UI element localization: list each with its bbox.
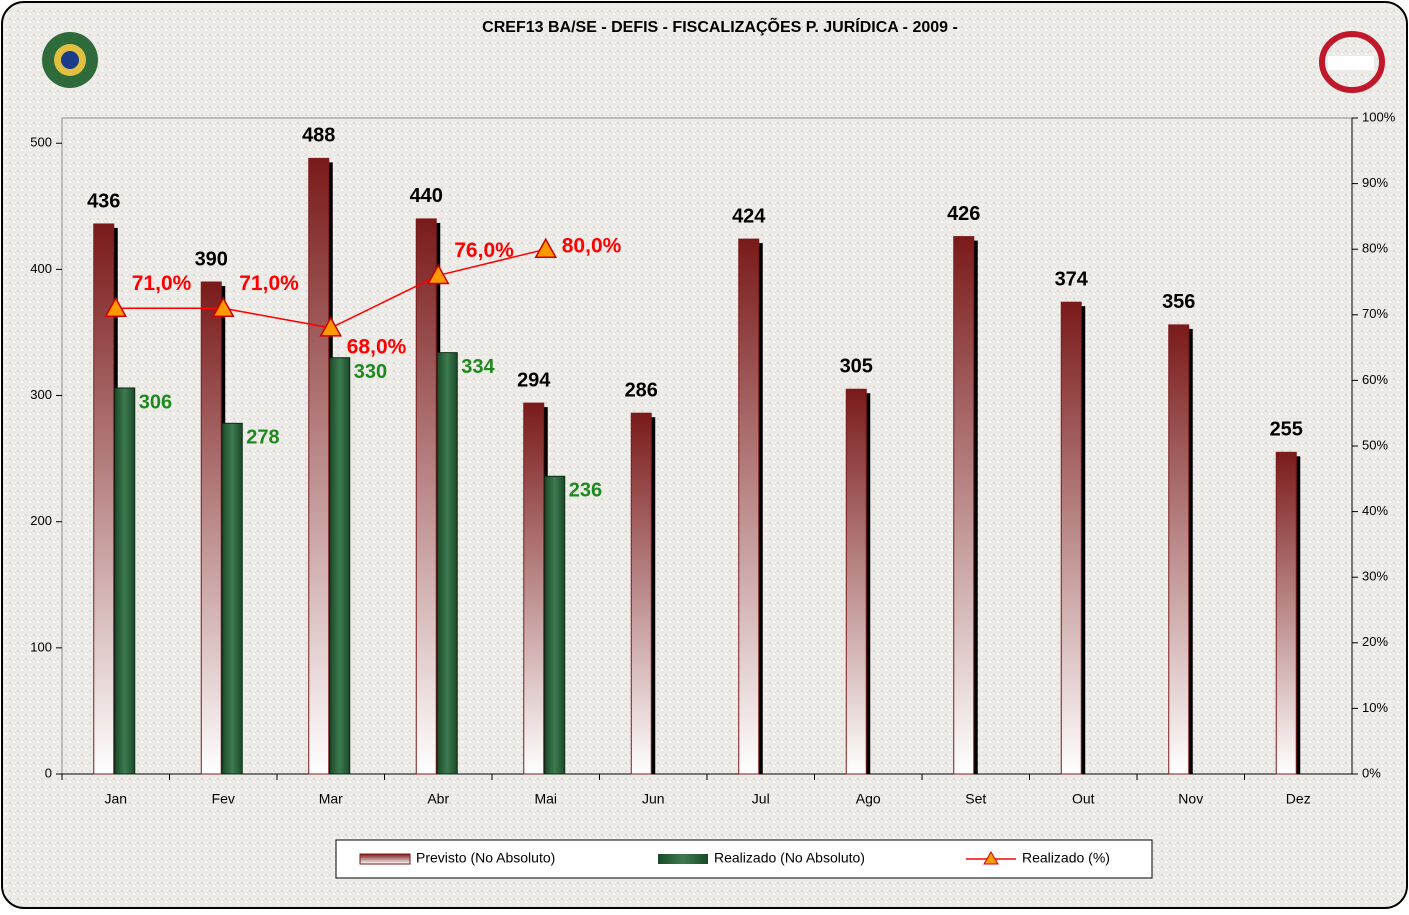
x-tick-label: Jun [642, 791, 665, 807]
data-label: 68,0% [347, 335, 407, 358]
y-tick-label: 300 [30, 387, 52, 402]
legend-marker [983, 851, 999, 865]
y2-tick-label: 70% [1362, 306, 1388, 321]
x-tick-label: Jan [104, 791, 127, 807]
x-tick-label: Ago [856, 791, 881, 807]
y2-tick-label: 10% [1362, 700, 1388, 715]
data-label: 80,0% [562, 235, 622, 258]
logo-right [1319, 31, 1385, 93]
legend-label: Realizado (%) [1022, 850, 1110, 866]
data-label: 294 [517, 369, 551, 391]
data-label: 440 [410, 185, 443, 207]
y2-tick-label: 30% [1362, 569, 1388, 584]
x-tick-label: Dez [1286, 791, 1311, 807]
data-label: 436 [87, 190, 120, 212]
y2-tick-label: 20% [1362, 634, 1388, 649]
bar [114, 387, 136, 775]
y2-tick-label: 90% [1362, 175, 1388, 190]
data-label: 374 [1055, 268, 1089, 290]
data-label: 356 [1162, 291, 1195, 313]
bar [1060, 301, 1082, 775]
data-label: 278 [246, 427, 279, 449]
bar [329, 357, 351, 775]
data-label: 305 [840, 356, 873, 378]
y-tick-label: 400 [30, 261, 52, 276]
data-label: 71,0% [239, 272, 299, 295]
bar [436, 352, 458, 775]
bar [308, 157, 330, 775]
x-tick-label: Nov [1178, 791, 1203, 807]
legend-swatch [658, 854, 708, 864]
y2-tick-label: 0% [1362, 765, 1381, 780]
bar [221, 422, 243, 775]
y-tick-label: 100 [30, 639, 52, 654]
y2-tick-label: 60% [1362, 372, 1388, 387]
bar [1275, 451, 1297, 775]
bar [1168, 324, 1190, 775]
bar [738, 238, 760, 775]
data-label: 390 [195, 248, 228, 270]
y-tick-label: 0 [45, 765, 52, 780]
data-label: 236 [569, 480, 602, 502]
logo-left [42, 32, 98, 88]
data-label: 76,0% [454, 239, 514, 262]
y2-tick-label: 40% [1362, 503, 1388, 518]
data-label: 286 [625, 379, 658, 401]
data-label: 424 [732, 205, 766, 227]
legend-label: Realizado (No Absoluto) [714, 850, 865, 866]
marker [104, 296, 128, 317]
marker [426, 263, 450, 285]
bar [415, 218, 437, 775]
data-label: 255 [1270, 419, 1303, 441]
y-tick-label: 200 [30, 513, 52, 528]
y2-tick-label: 100% [1362, 109, 1396, 124]
marker [319, 316, 343, 337]
marker [211, 296, 235, 317]
data-label: 426 [947, 203, 980, 225]
x-tick-label: Mai [534, 791, 557, 807]
legend-swatch [359, 853, 411, 865]
x-tick-label: Out [1072, 791, 1095, 807]
data-label: 488 [302, 125, 335, 147]
bar [544, 475, 566, 775]
chart-title: CREF13 BA/SE - DEFIS - FISCALIZAÇÕES P. … [482, 16, 958, 36]
data-label: 71,0% [132, 272, 192, 295]
bar [953, 236, 975, 775]
data-label: 334 [461, 356, 495, 378]
y2-tick-label: 50% [1362, 437, 1388, 452]
marker [534, 237, 558, 258]
y-tick-label: 500 [30, 135, 52, 150]
y2-tick-label: 80% [1362, 241, 1388, 256]
x-tick-label: Abr [427, 791, 449, 807]
x-tick-label: Mar [319, 791, 343, 807]
x-tick-label: Set [965, 791, 986, 807]
bar [93, 223, 115, 775]
bar [523, 402, 545, 775]
bar [630, 412, 652, 775]
data-label: 306 [139, 391, 172, 413]
data-label: 330 [354, 361, 387, 383]
bar [200, 281, 222, 775]
x-tick-label: Fev [212, 791, 235, 807]
bar [845, 388, 867, 775]
x-tick-label: Jul [752, 791, 770, 807]
legend-label: Previsto (No Absoluto) [416, 850, 555, 866]
